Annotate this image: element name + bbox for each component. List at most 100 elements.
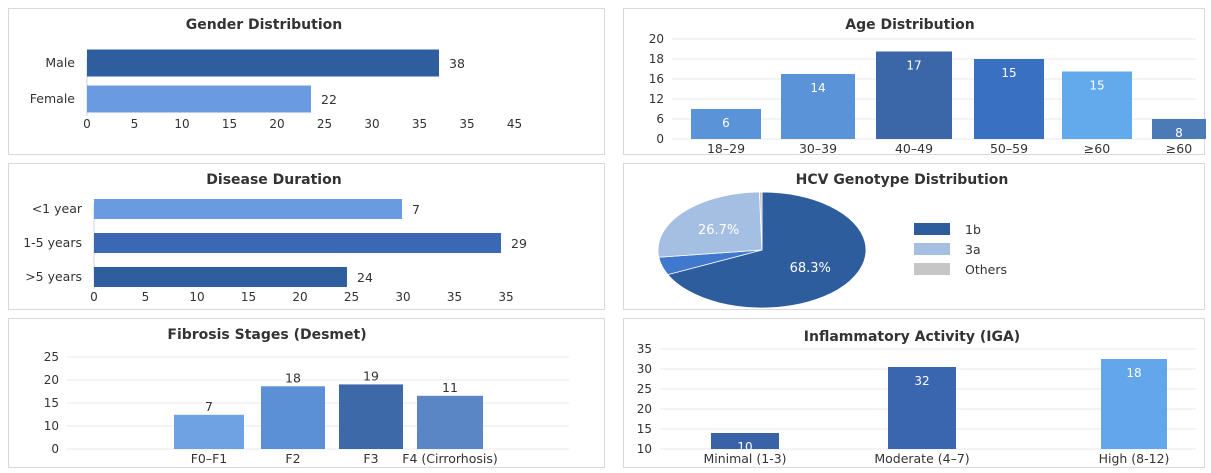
genotype-panel: HCV Genotype Distribution 68.3% 26.7% 1b 3a… xyxy=(623,163,1205,310)
age-title: Age Distribution xyxy=(845,17,974,33)
duration-x-tick: 35 xyxy=(447,290,462,304)
age-y-tick: 20 xyxy=(649,32,664,46)
gender-panel: Gender Distribution Male 38 Female 22 0 5 10 15… xyxy=(8,8,605,155)
age-panel: Age Distribution 0 6 12 16 18 20 6 18–29 14 30–39… xyxy=(623,8,1206,156)
age-y-tick: 6 xyxy=(656,112,664,126)
inflammatory-panel: Inflammatory Activity (IGA) 10 15 20 25 30 35… xyxy=(623,318,1205,468)
age-y-tick: 0 xyxy=(656,132,664,146)
inflammatory-category-label: High (8-12) xyxy=(1099,451,1170,466)
fibrosis-category-label: F0–F1 xyxy=(191,451,228,466)
fibrosis-bar-3 xyxy=(417,395,483,449)
age-bar-2 xyxy=(876,51,952,139)
age-value-label: 6 xyxy=(722,116,730,130)
fibrosis-y-tick: 0 xyxy=(51,442,59,456)
inflammatory-y-tick: 25 xyxy=(637,382,652,396)
gender-bar-1 xyxy=(87,85,311,113)
age-bar-4 xyxy=(1062,71,1132,139)
inflammatory-y-tick: 15 xyxy=(637,422,652,436)
duration-bar-0 xyxy=(94,199,402,219)
inflammatory-bar-1 xyxy=(888,367,956,449)
age-value-label: 8 xyxy=(1175,126,1183,140)
fibrosis-value-label: 11 xyxy=(442,380,458,395)
genotype-legend-label: Others xyxy=(965,262,1007,277)
genotype-legend-swatch xyxy=(914,263,950,275)
age-value-label: 15 xyxy=(1089,79,1104,93)
gender-x-tick: 30 xyxy=(364,117,379,131)
fibrosis-bar-1 xyxy=(261,386,325,449)
age-y-tick: 12 xyxy=(649,92,664,106)
inflammatory-value-label: 32 xyxy=(914,374,929,388)
age-category-label: 18–29 xyxy=(707,141,745,156)
genotype-slice-2 xyxy=(657,191,763,258)
genotype-slice-0 xyxy=(667,191,867,309)
fibrosis-category-label: F2 xyxy=(285,451,300,466)
age-bar-3 xyxy=(974,59,1044,139)
duration-x-tick: 15 xyxy=(241,290,256,304)
age-y-tick: 16 xyxy=(649,72,664,86)
fibrosis-panel: Fibrosis Stages (Desmet) 0 10 15 20 25 7 F0–F1… xyxy=(8,318,605,468)
age-category-label: 50–59 xyxy=(990,141,1028,156)
age-category-label: ≥60 xyxy=(1166,141,1192,156)
genotype-legend-label: 3a xyxy=(965,242,981,257)
fibrosis-title: Fibrosis Stages (Desmet) xyxy=(167,327,366,343)
age-value-label: 15 xyxy=(1001,66,1016,80)
age-bar-5 xyxy=(1152,119,1206,139)
duration-panel: Disease Duration <1 year 7 1-5 years 29 >5 y… xyxy=(8,163,605,310)
fibrosis-y-tick: 20 xyxy=(44,373,59,387)
gender-x-tick: 35 xyxy=(412,117,427,131)
duration-x-tick: 30 xyxy=(395,290,410,304)
gender-x-tick: 0 xyxy=(83,117,91,131)
duration-category-label: <1 year xyxy=(32,201,83,216)
inflammatory-bar-2 xyxy=(1101,359,1167,449)
fibrosis-y-tick: 15 xyxy=(44,396,59,410)
age-bar-1 xyxy=(781,74,855,139)
genotype-slice-label: 68.3% xyxy=(790,261,831,276)
inflammatory-chart: Inflammatory Activity (IGA) 10 15 20 25 30 35… xyxy=(637,329,1196,466)
inflammatory-category-label: Minimal (1-3) xyxy=(703,451,786,466)
fibrosis-value-label: 7 xyxy=(205,399,213,414)
duration-category-label: >5 years xyxy=(25,269,82,284)
gender-x-tick: 25 xyxy=(317,117,332,131)
gender-x-tick: 45 xyxy=(507,117,522,131)
gender-chart: Gender Distribution Male 38 Female 22 0 5 10 15… xyxy=(30,17,522,131)
top-banner-strip xyxy=(0,0,1211,15)
inflammatory-y-tick: 35 xyxy=(637,342,652,356)
age-category-label: ≥60 xyxy=(1084,141,1110,156)
duration-x-tick: 25 xyxy=(344,290,359,304)
gender-x-tick: 10 xyxy=(174,117,189,131)
fibrosis-value-label: 18 xyxy=(285,370,301,385)
gender-value-label: 22 xyxy=(321,92,337,107)
fibrosis-value-label: 19 xyxy=(363,368,379,383)
genotype-legend-label: 1b xyxy=(965,222,981,237)
gender-category-label: Female xyxy=(30,91,76,106)
genotype-slice-3 xyxy=(758,191,763,251)
fibrosis-y-tick: 10 xyxy=(44,419,59,433)
age-value-label: 17 xyxy=(906,59,921,73)
gender-category-label: Male xyxy=(45,55,75,70)
duration-x-tick: 0 xyxy=(90,290,98,304)
duration-value-label: 7 xyxy=(412,202,420,217)
gender-x-tick: 5 xyxy=(131,117,139,131)
age-chart: Age Distribution 0 6 12 16 18 20 6 18–29 14 30–39… xyxy=(649,17,1206,156)
inflammatory-value-label: 18 xyxy=(1126,366,1141,380)
genotype-chart: HCV Genotype Distribution 68.3% 26.7% 1b 3a… xyxy=(657,172,1008,309)
duration-value-label: 29 xyxy=(511,236,527,251)
duration-x-tick: 5 xyxy=(142,290,150,304)
gender-title: Gender Distribution xyxy=(186,17,342,33)
fibrosis-bar-2 xyxy=(339,384,403,449)
inflammatory-bar-0 xyxy=(711,433,779,449)
duration-bar-1 xyxy=(94,233,501,253)
age-bar-0 xyxy=(691,109,761,139)
duration-title: Disease Duration xyxy=(206,172,341,188)
gender-x-tick: 35 xyxy=(459,117,474,131)
genotype-legend-swatch xyxy=(914,223,950,235)
duration-category-label: 1-5 years xyxy=(23,235,82,250)
fibrosis-chart: Fibrosis Stages (Desmet) 0 10 15 20 25 7 F0–F1… xyxy=(44,327,569,466)
genotype-legend-swatch xyxy=(914,243,950,255)
inflammatory-y-tick: 20 xyxy=(637,402,652,416)
duration-bar-2 xyxy=(94,267,347,287)
inflammatory-title: Inflammatory Activity (IGA) xyxy=(804,329,1020,345)
duration-x-tick: 10 xyxy=(189,290,204,304)
gender-value-label: 38 xyxy=(449,56,465,71)
age-category-label: 30–39 xyxy=(799,141,837,156)
